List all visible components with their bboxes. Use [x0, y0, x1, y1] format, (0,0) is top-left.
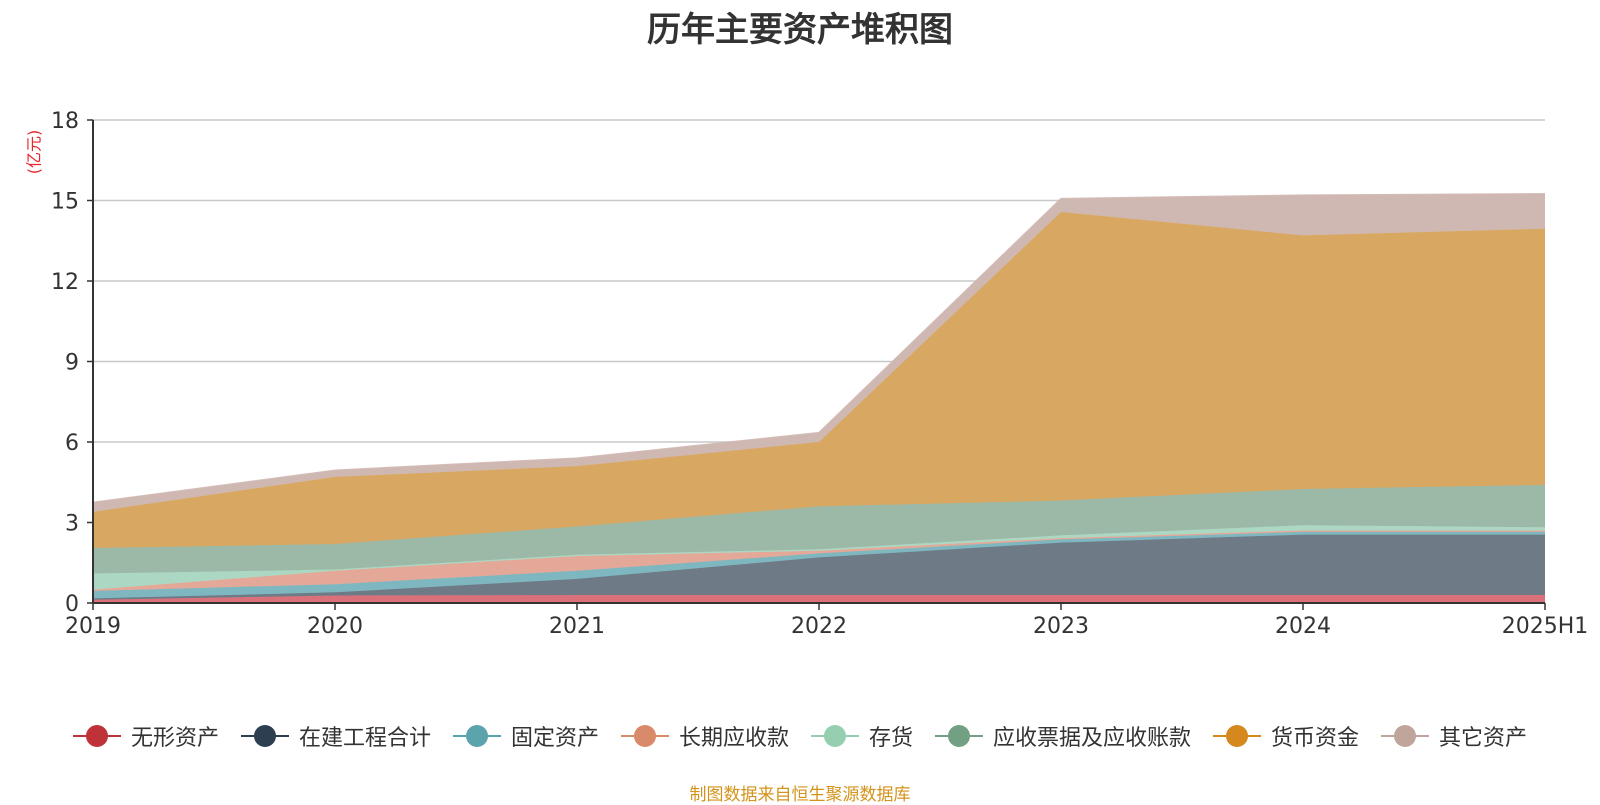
legend-marker-icon	[72, 724, 121, 748]
x-tick-label: 2024	[1275, 614, 1331, 639]
legend: 无形资产 在建工程合计 固定资产 长期应收款 存货 应收票据及应收账款 货币资金 其它资产	[0, 718, 1600, 754]
legend-item-7[interactable]: 其它资产	[1381, 720, 1527, 752]
area-series-6	[93, 212, 1545, 548]
legend-marker-icon	[1213, 724, 1262, 748]
axes: 0 3 6 9 12 15 18 2019 2020 2021 2022 2023 2024 2025H1	[51, 109, 1588, 639]
y-tick-label: 3	[65, 512, 79, 537]
y-tick-label: 9	[65, 351, 79, 376]
y-tick-label: 18	[51, 109, 79, 134]
legend-label: 长期应收款	[678, 726, 789, 751]
x-tick-label: 2020	[307, 614, 363, 639]
legend-item-2[interactable]: 固定资产	[452, 720, 599, 752]
area-series	[92, 193, 1546, 603]
y-tick-label: 15	[51, 190, 79, 215]
area-series-2	[93, 531, 1545, 599]
legend-label: 无形资产	[130, 726, 219, 751]
legend-label: 货币资金	[1271, 726, 1360, 751]
x-tick-label: 2019	[65, 614, 121, 639]
legend-label: 其它资产	[1439, 726, 1528, 751]
legend-item-6[interactable]: 货币资金	[1213, 720, 1359, 752]
legend-marker-icon	[620, 724, 669, 748]
stacked-area-chart: 0 3 6 9 12 15 18 2019 2020 2021 2022 2023 2024 2025H1	[51, 109, 1588, 639]
legend-marker-icon	[811, 724, 859, 748]
legend-label: 在建工程合计	[298, 726, 431, 751]
legend-label: 存货	[869, 726, 914, 751]
series-line-7	[92, 193, 1546, 504]
legend-marker-icon	[452, 724, 501, 748]
y-tick-label: 12	[51, 270, 79, 295]
legend-item-4[interactable]: 存货	[811, 720, 913, 752]
y-tick-label: 0	[65, 592, 79, 617]
x-tick-label: 2025H1	[1502, 614, 1589, 639]
legend-marker-icon	[240, 724, 289, 748]
x-tick-label: 2021	[549, 614, 605, 639]
area-series-1	[93, 534, 1545, 600]
legend-item-3[interactable]: 长期应收款	[620, 720, 789, 752]
area-series-3	[93, 530, 1545, 591]
x-tick-label: 2022	[791, 614, 847, 639]
legend-item-0[interactable]: 无形资产	[72, 720, 219, 752]
area-series-7	[93, 193, 1545, 512]
legend-item-5[interactable]: 应收票据及应收账款	[935, 720, 1191, 752]
data-source-note: 制图数据来自恒生聚源数据库	[689, 785, 911, 805]
legend-marker-icon	[1381, 724, 1430, 748]
y-tick-label: 6	[65, 431, 79, 456]
legend-label: 应收票据及应收账款	[993, 726, 1192, 751]
legend-item-1[interactable]: 在建工程合计	[240, 720, 431, 752]
x-tick-label: 2023	[1033, 614, 1089, 639]
area-series-5	[93, 484, 1545, 574]
legend-marker-icon	[935, 724, 984, 748]
legend-label: 固定资产	[510, 726, 599, 751]
chart-title: 历年主要资产堆积图	[647, 10, 953, 50]
area-series-0	[93, 595, 1545, 603]
